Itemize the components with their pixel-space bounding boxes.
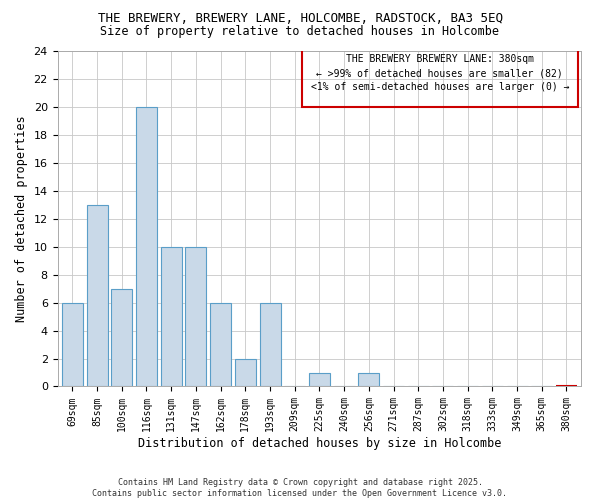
Bar bbox=[235, 358, 256, 386]
Bar bbox=[111, 289, 132, 386]
Bar bbox=[210, 302, 231, 386]
X-axis label: Distribution of detached houses by size in Holcombe: Distribution of detached houses by size … bbox=[138, 437, 501, 450]
Text: <1% of semi-detached houses are larger (0) →: <1% of semi-detached houses are larger (… bbox=[311, 82, 569, 92]
Bar bbox=[62, 302, 83, 386]
Bar bbox=[358, 372, 379, 386]
Text: Size of property relative to detached houses in Holcombe: Size of property relative to detached ho… bbox=[101, 25, 499, 38]
Bar bbox=[86, 205, 107, 386]
Bar bbox=[309, 372, 330, 386]
Bar bbox=[260, 302, 281, 386]
Bar bbox=[136, 108, 157, 386]
Bar bbox=[161, 247, 182, 386]
Text: Contains HM Land Registry data © Crown copyright and database right 2025.
Contai: Contains HM Land Registry data © Crown c… bbox=[92, 478, 508, 498]
Text: THE BREWERY, BREWERY LANE, HOLCOMBE, RADSTOCK, BA3 5EQ: THE BREWERY, BREWERY LANE, HOLCOMBE, RAD… bbox=[97, 12, 503, 26]
Y-axis label: Number of detached properties: Number of detached properties bbox=[15, 116, 28, 322]
Text: THE BREWERY BREWERY LANE: 380sqm: THE BREWERY BREWERY LANE: 380sqm bbox=[346, 54, 534, 64]
Text: ← >99% of detached houses are smaller (82): ← >99% of detached houses are smaller (8… bbox=[316, 68, 563, 78]
Bar bbox=[185, 247, 206, 386]
